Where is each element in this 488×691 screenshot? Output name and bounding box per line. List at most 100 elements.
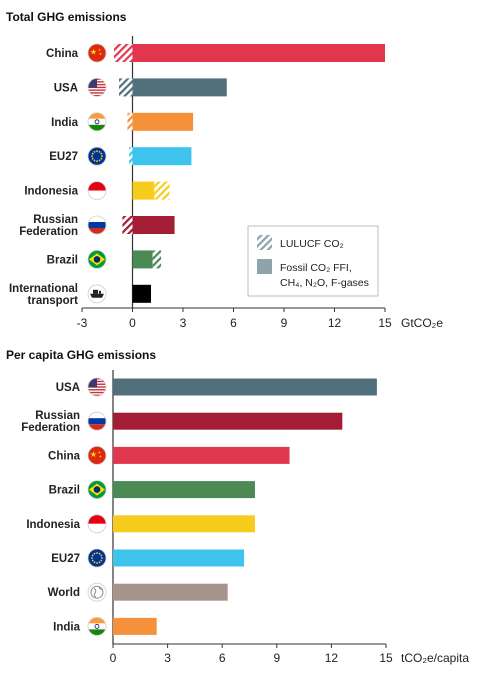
flag-star xyxy=(93,159,96,162)
flag-ring xyxy=(87,215,107,235)
bar-row-world: World xyxy=(48,582,228,602)
flag-band xyxy=(88,228,106,234)
flag-star-small: ★ xyxy=(99,454,102,458)
flag-stripe xyxy=(88,95,106,97)
flag-body xyxy=(88,378,106,396)
flag-band xyxy=(88,617,106,624)
per-capita-bar xyxy=(113,412,343,430)
ship-cabin xyxy=(93,289,98,294)
flag-body xyxy=(88,250,106,269)
flag-body: ★ ★★ xyxy=(88,44,106,62)
flag-stripe xyxy=(88,394,106,396)
fossil-bar xyxy=(132,216,175,234)
legend-swatch-hatched xyxy=(257,235,272,250)
flag-band xyxy=(88,118,106,125)
flag-body: ★ ★★ xyxy=(88,446,106,465)
x-tick-label: 15 xyxy=(379,651,393,665)
flag-star xyxy=(98,552,101,555)
flag-ring xyxy=(87,284,107,304)
x-tick-label: 15 xyxy=(378,316,392,330)
lulucf-bar xyxy=(129,147,133,166)
flag-band xyxy=(88,523,106,533)
flag-wheel xyxy=(94,119,100,125)
flag-star xyxy=(91,559,94,562)
flag-star-small: ★ xyxy=(98,450,101,454)
flag-ring xyxy=(87,146,107,166)
bar-row-indonesia: Indonesia xyxy=(26,514,255,534)
x-axis-unit: GtCO₂e xyxy=(401,316,443,330)
category-label: China xyxy=(46,48,79,60)
flag-body xyxy=(88,549,106,567)
ship-hull xyxy=(90,293,104,298)
flag-star xyxy=(96,562,98,564)
legend-swatch-solid xyxy=(257,259,272,274)
flag-band xyxy=(88,412,106,419)
flag-globe xyxy=(93,256,101,263)
flag-ring xyxy=(87,377,107,397)
flag-ring xyxy=(87,181,107,201)
flag-wheel xyxy=(94,623,100,629)
per-capita-bar xyxy=(113,378,377,396)
flag-band xyxy=(88,514,106,524)
flag-star xyxy=(96,150,98,153)
bar-row-usa: USA xyxy=(54,78,227,97)
flag-star xyxy=(98,159,101,162)
flag-stripe xyxy=(88,89,106,91)
legend-label: LULUCF CO₂ xyxy=(280,238,344,250)
ship-stack xyxy=(99,290,101,294)
x-tick-label: 3 xyxy=(180,316,187,330)
flag-band xyxy=(88,623,106,630)
flag-body xyxy=(88,514,106,533)
indonesia-flag-icon xyxy=(87,514,107,534)
per-capita-ghg-chart: Per capita GHG emissions 0 3 6 9 12 15 tCO₂e/ca… xyxy=(6,348,469,665)
fossil-bar xyxy=(132,284,152,303)
x-tick-label: 0 xyxy=(129,316,136,330)
usa-flag-icon xyxy=(87,78,107,97)
flag-field xyxy=(88,446,106,465)
chart-title: Per capita GHG emissions xyxy=(6,348,156,362)
lulucf-bar xyxy=(127,112,133,131)
x-axis-unit: tCO₂e/capita xyxy=(401,651,469,665)
category-label: USA xyxy=(56,382,80,394)
brazil-flag-icon xyxy=(87,480,107,500)
flag-star xyxy=(96,160,98,163)
category-label: Indonesia xyxy=(24,186,78,198)
flag-body xyxy=(88,147,106,166)
flag-star-small: ★ xyxy=(98,48,101,52)
category-label: Federation xyxy=(19,226,78,238)
fossil-bar xyxy=(132,44,385,62)
x-tick-label: 12 xyxy=(328,316,342,330)
x-tick-label: 9 xyxy=(273,651,280,665)
usa-flag-icon xyxy=(87,377,107,397)
category-label: EU27 xyxy=(49,151,78,163)
flag-field xyxy=(88,147,106,166)
category-label: transport xyxy=(28,295,79,307)
flag-band xyxy=(88,418,106,425)
total-ghg-chart: Total GHG emissions -3 0 3 6 9 12 15 GtCO₂e China… xyxy=(6,10,443,330)
flag-star xyxy=(93,552,96,555)
x-tick-label: 12 xyxy=(325,651,339,665)
eu-flag-icon xyxy=(87,548,107,568)
flag-ring xyxy=(87,43,107,63)
flag-star xyxy=(101,557,103,559)
globe-outline xyxy=(90,585,104,599)
flag-canton xyxy=(88,378,97,388)
chart-title: Total GHG emissions xyxy=(6,10,127,24)
flag-band xyxy=(88,222,106,228)
bar-row-brazil: Brazil xyxy=(47,249,162,269)
legend-label-line: CH₄, N₂O, F-gases xyxy=(280,277,369,289)
category-label: World xyxy=(48,587,80,599)
flag-ring xyxy=(87,582,107,602)
category-label: India xyxy=(51,117,78,129)
category-label: China xyxy=(48,450,81,462)
per-capita-bar xyxy=(113,617,157,635)
category-label: Indonesia xyxy=(26,519,80,531)
fossil-bar xyxy=(132,112,194,131)
flag-canton xyxy=(88,78,97,88)
flag-star xyxy=(93,561,96,564)
flag-body xyxy=(88,617,106,636)
flag-star xyxy=(91,157,94,160)
globe-land xyxy=(93,586,103,598)
bar-row-usa: USA xyxy=(56,377,377,397)
bar-row-eu27: EU27 xyxy=(51,548,245,568)
